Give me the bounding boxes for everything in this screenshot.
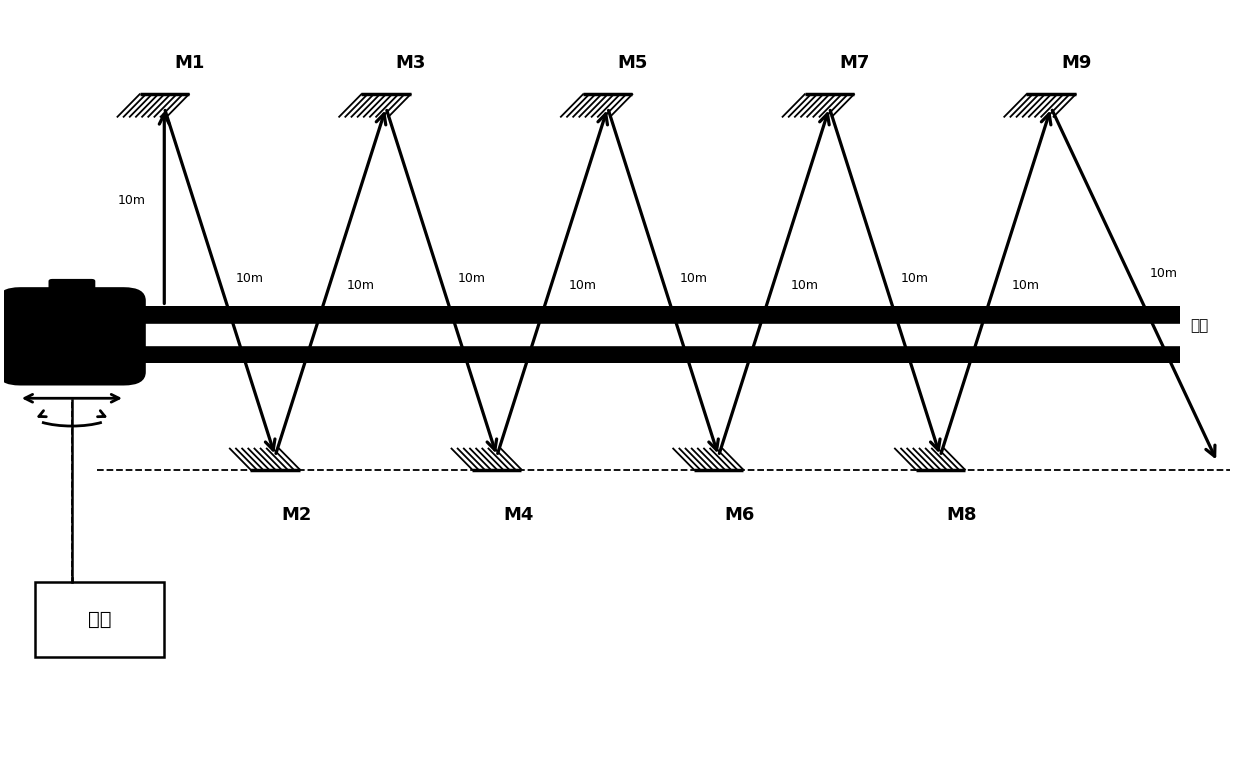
Text: M1: M1 xyxy=(174,54,205,72)
Text: 10m: 10m xyxy=(790,279,818,291)
FancyBboxPatch shape xyxy=(48,279,95,304)
Text: M3: M3 xyxy=(396,54,427,72)
Text: 导轨: 导轨 xyxy=(1190,319,1209,333)
Text: 10m: 10m xyxy=(347,279,374,291)
Text: M6: M6 xyxy=(724,505,755,524)
Text: M9: M9 xyxy=(1061,54,1091,72)
FancyBboxPatch shape xyxy=(0,287,146,386)
Text: 光源: 光源 xyxy=(88,610,112,629)
Text: 10m: 10m xyxy=(680,272,707,285)
Bar xyxy=(91,307,1180,363)
Bar xyxy=(35,582,164,657)
Text: M2: M2 xyxy=(281,505,311,524)
Text: M8: M8 xyxy=(946,505,977,524)
Text: 10m: 10m xyxy=(1012,279,1040,291)
Text: M7: M7 xyxy=(839,54,869,72)
Text: 10m: 10m xyxy=(901,272,929,285)
Text: M4: M4 xyxy=(503,505,533,524)
Text: M5: M5 xyxy=(618,54,649,72)
Text: 10m: 10m xyxy=(458,272,486,285)
Text: 10m: 10m xyxy=(236,272,264,285)
Text: 10m: 10m xyxy=(569,279,596,291)
Text: 10m: 10m xyxy=(118,194,146,206)
Text: 10m: 10m xyxy=(1149,266,1178,279)
